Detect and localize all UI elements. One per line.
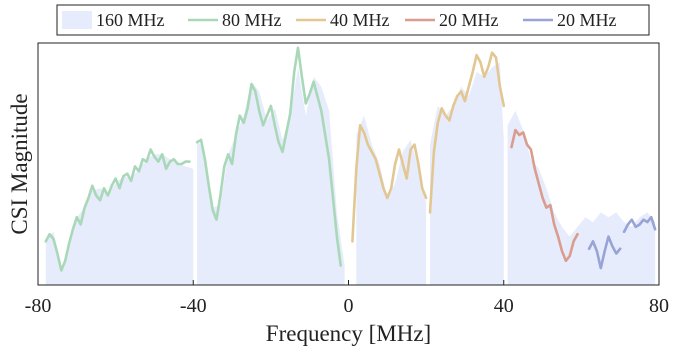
- legend: 160 MHz 80 MHz 40 MHz 20 MHz 20 MHz: [56, 4, 650, 36]
- legend-label: 80 MHz: [222, 10, 282, 30]
- plot-area: [44, 46, 657, 286]
- x-tick-label: 80: [649, 295, 669, 317]
- series-line-4-segment-1: [622, 215, 657, 234]
- series-line-4-segment-0: [587, 235, 622, 270]
- y-axis-title: CSI Magnitude: [7, 93, 32, 234]
- legend-label: 40 MHz: [330, 10, 390, 30]
- x-tick-label: -40: [180, 295, 207, 317]
- x-tick-label: 0: [344, 295, 354, 317]
- series-160mhz-area-segment: [45, 154, 194, 285]
- series-line-1-segment-0: [44, 148, 191, 272]
- x-axis-title: Frequency [MHz]: [266, 321, 431, 346]
- legend-label: 160 MHz: [96, 10, 165, 30]
- series-line-3-segment-0: [510, 128, 579, 263]
- series-line-2-segment-1: [428, 51, 506, 214]
- legend-label: 20 MHz: [557, 10, 617, 30]
- legend-swatch-area: [62, 11, 92, 29]
- series-line-1-segment-1: [195, 46, 343, 267]
- x-tick-label: -80: [25, 295, 52, 317]
- series-line-2-segment-0: [351, 124, 428, 243]
- legend-label: 20 MHz: [439, 10, 499, 30]
- x-axis-ticks: -80 -40 0 40 80: [25, 280, 669, 317]
- x-tick-label: 40: [494, 295, 514, 317]
- series-160mhz-area-segment: [197, 67, 345, 285]
- series-160mhz-area-segment: [507, 110, 656, 285]
